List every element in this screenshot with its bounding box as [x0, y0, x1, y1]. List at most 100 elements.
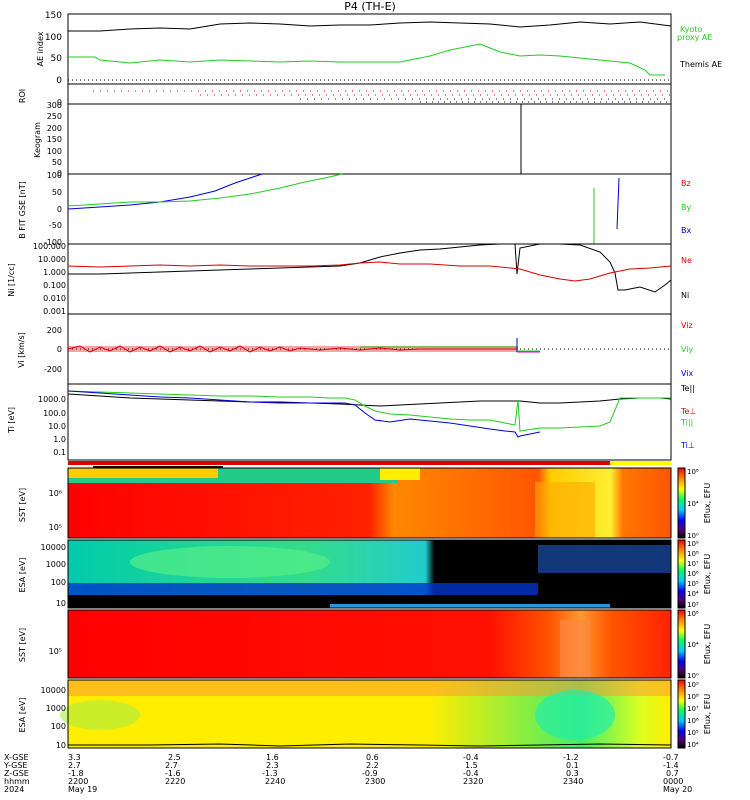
svg-text:2.3: 2.3	[266, 761, 279, 770]
colorbar-tick: 10⁸	[687, 550, 699, 558]
colorbar-3: 10⁸ 10⁴ 10⁰ Eflux, EFU	[677, 609, 712, 680]
svg-text:-0.7: -0.7	[663, 753, 679, 762]
legend-bz: Bz	[681, 179, 691, 188]
svg-text:May 19: May 19	[68, 785, 97, 794]
esa-i-tick: 1000	[46, 704, 66, 713]
ae-panel: 150 100 50 0 AE index Kyoto proxy AE The…	[36, 11, 722, 86]
temperature-panel: 1000.0 100.0 10.0 1.0 0.1 Ti [eV] Te|| T…	[7, 383, 696, 461]
svg-text:0000: 0000	[663, 777, 683, 786]
ephem-column: -0.7 -1.4 0.7 0000 May 20	[663, 753, 692, 794]
temp-tick: 1000.0	[38, 395, 66, 404]
svg-text:2340: 2340	[563, 777, 583, 786]
svg-text:0.1: 0.1	[566, 761, 579, 770]
tiperp-line	[67, 390, 541, 438]
legend-tiperp: Ti⊥	[680, 441, 695, 450]
legend-by: By	[681, 203, 691, 212]
tell-line	[67, 393, 672, 407]
ephem-row-label: Y-GSE	[3, 761, 27, 770]
keogram-ylabel: Keogram	[33, 122, 42, 158]
ephem-column: 0.6 2.2 -0.9 2300	[362, 753, 385, 786]
ephem-column: 2.5 2.7 -1.6 2220	[165, 753, 185, 786]
themis-ae-line	[68, 21, 672, 32]
ephem-column: 1.6 2.3 -1.3 2240	[262, 753, 285, 786]
bfield-tick: 50	[52, 188, 62, 197]
colorbar-label: Eflux, EFU	[703, 694, 712, 735]
colorbar-tick: 10⁰	[687, 532, 699, 540]
esa-e-tick: 10000	[41, 543, 66, 552]
colorbar-label: Eflux, EFU	[703, 483, 712, 524]
density-ylabel: Ni [1/cc]	[7, 263, 16, 297]
bfield-tick: 0	[57, 205, 62, 214]
keogram-tick: 200	[47, 124, 62, 133]
svg-text:2240: 2240	[265, 777, 285, 786]
colorbar-4: 10⁹ 10⁸ 10⁷ 10⁶ 10⁵ 10⁴ Eflux, EFU	[677, 679, 712, 749]
colorbar-tick: 10⁰	[687, 672, 699, 680]
sst-e-tick: 10⁶	[49, 489, 62, 498]
sst-e-ylabel: SST [eV]	[18, 488, 27, 522]
legend-ne: Ne	[681, 256, 692, 265]
bfield-tick: -50	[49, 221, 62, 230]
mode-bar	[610, 461, 671, 465]
ephem-row-label: Z-GSE	[4, 769, 29, 778]
svg-text:-1.8: -1.8	[68, 769, 84, 778]
temp-tick: 10.0	[48, 422, 66, 431]
esa-e-ylabel: ESA [eV]	[18, 558, 27, 593]
x-axis: X-GSE Y-GSE Z-GSE hhmm 2024 3.3 2.7 -1.8…	[3, 753, 692, 794]
legend-vix: Vix	[681, 369, 694, 378]
by-line	[67, 173, 343, 207]
bfield-panel: 100 50 0 -50 -100 B FIT GSE [nT] Bz By B…	[18, 171, 691, 247]
svg-text:-0.4: -0.4	[463, 753, 479, 762]
ephem-column: -0.4 1.5 -0.4 2320	[463, 753, 483, 786]
colorbar-label: Eflux, EFU	[703, 554, 712, 595]
colorbar-tick: 10⁴	[687, 500, 699, 508]
colorbar-tick: 10⁹	[687, 681, 699, 689]
keogram-tick: 100	[47, 147, 62, 156]
esa-i-tick: 10000	[41, 686, 66, 695]
esa-i-tick: 100	[51, 722, 66, 731]
svg-text:2200: 2200	[68, 777, 88, 786]
velocity-tick: 200	[47, 326, 62, 335]
svg-text:0.7: 0.7	[666, 769, 679, 778]
colorbar-tick: 10³	[687, 601, 699, 609]
till-line	[67, 390, 671, 432]
colorbar-tick: 10⁸	[687, 693, 699, 701]
temp-tick: 1.0	[53, 435, 66, 444]
esa-i-ylabel: ESA [eV]	[18, 698, 27, 733]
keogram-tick: 50	[52, 158, 62, 167]
sst-ion-spectrogram: 10⁵ SST [eV]	[18, 609, 672, 679]
ae-tick: 150	[45, 11, 62, 21]
svg-text:0.3: 0.3	[566, 769, 579, 778]
ephem-row-label: hhmm	[4, 777, 30, 786]
svg-text:3.3: 3.3	[68, 753, 81, 762]
velocity-tick: 0	[57, 345, 62, 354]
colorbar-1: 10⁸ 10⁴ 10⁰ Eflux, EFU	[677, 467, 712, 540]
bx-line	[67, 173, 263, 210]
density-tick: 0.001	[43, 307, 66, 316]
roi-ylabel: ROI	[18, 89, 27, 103]
colorbar-tick: 10⁶	[687, 717, 699, 725]
temp-tick: 100.0	[43, 409, 66, 418]
viz-line	[67, 345, 517, 353]
colorbar-tick: 10⁵	[687, 729, 699, 737]
esa-electron-spectrogram: 10000 1000 100 10 ESA [eV]	[18, 539, 672, 609]
ephem-column: 3.3 2.7 -1.8 2200 May 19	[68, 753, 97, 794]
density-tick: 0.100	[43, 281, 66, 290]
svg-text:-0.4: -0.4	[463, 769, 479, 778]
esa-i-tick: 10	[56, 741, 66, 750]
colorbar-tick: 10⁴	[687, 741, 699, 749]
kyoto-ae-line	[68, 43, 665, 76]
colorbar-tick: 10⁹	[687, 540, 699, 548]
sst-e-tick: 10⁵	[49, 523, 62, 532]
legend-viy: Viy	[681, 345, 694, 354]
svg-text:2.2: 2.2	[366, 761, 379, 770]
colorbar-tick: 10⁵	[687, 580, 699, 588]
svg-text:1.6: 1.6	[266, 753, 279, 762]
svg-text:-1.3: -1.3	[262, 769, 278, 778]
ae-tick: 0	[56, 76, 62, 86]
legend-tell: Te||	[680, 384, 695, 393]
esa-ion-spectrogram: 10000 1000 100 10 ESA [eV]	[18, 679, 672, 750]
esa-ion-bottom-trace	[68, 743, 672, 747]
esa-e-tick: 1000	[46, 560, 66, 569]
ephem-row-label: 2024	[4, 785, 24, 794]
svg-text:1.5: 1.5	[465, 761, 478, 770]
